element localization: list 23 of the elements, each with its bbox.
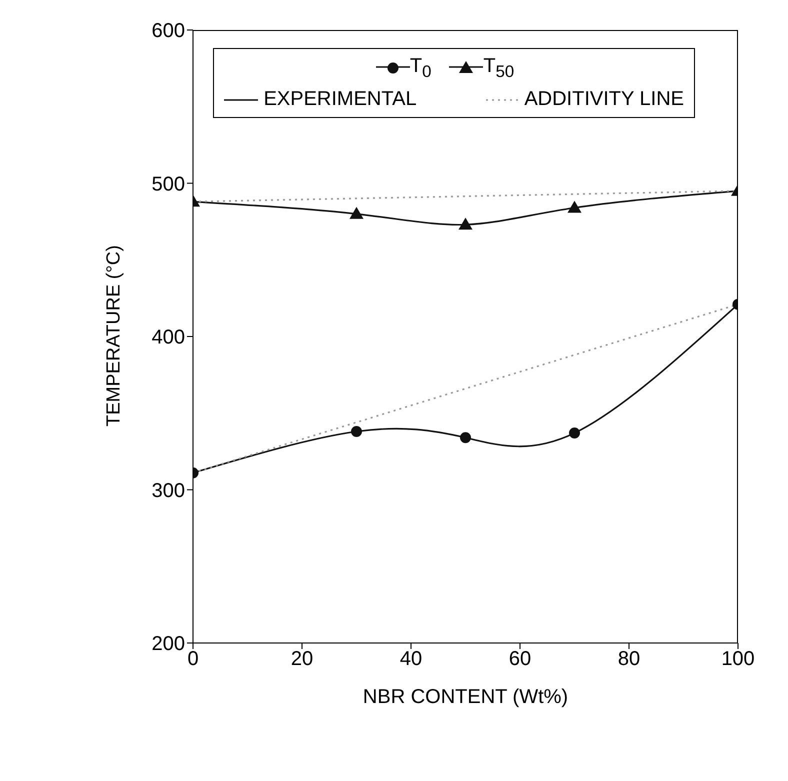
x-tick-label: 80 (618, 648, 640, 670)
y-axis-title: TEMPERATURE (°C) (104, 245, 125, 426)
y-tick-label: 500 (152, 173, 185, 196)
y-tick-label: 600 (152, 20, 185, 42)
point (568, 200, 582, 213)
legend-label: T$_{50}$ (483, 55, 514, 81)
point (351, 426, 362, 438)
legend-label: T$_{0}$ (410, 55, 432, 81)
legend-label: ADDITIVITY LINE (524, 88, 684, 110)
y-tick-label: 300 (152, 480, 185, 502)
x-tick-label: 60 (508, 648, 532, 670)
annotation: EXPERIMENTAL (262, 88, 417, 111)
x-tick-label: 100 (721, 648, 755, 670)
point (460, 432, 471, 444)
point (350, 206, 364, 219)
point (569, 428, 580, 439)
x-tick-label: 20 (290, 648, 314, 670)
x-tick-label: 0 (187, 648, 199, 670)
x-tick-label: 40 (400, 648, 422, 670)
y-tick-label: 400 (152, 326, 185, 349)
point (458, 218, 472, 230)
y-tick-label: 200 (152, 633, 185, 656)
x-axis-title: NBR CONTENT (Wt%) (362, 686, 568, 708)
